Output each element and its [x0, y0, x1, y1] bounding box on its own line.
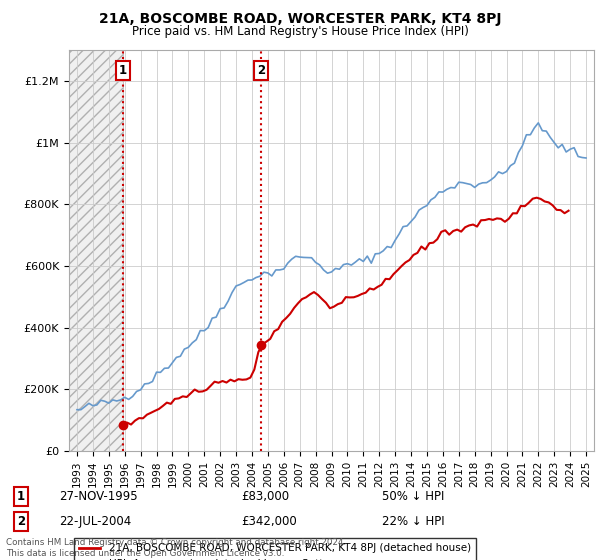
Text: 22-JUL-2004: 22-JUL-2004	[59, 515, 131, 528]
Text: Price paid vs. HM Land Registry's House Price Index (HPI): Price paid vs. HM Land Registry's House …	[131, 25, 469, 38]
Text: £342,000: £342,000	[241, 515, 297, 528]
Text: 50% ↓ HPI: 50% ↓ HPI	[382, 490, 445, 503]
Text: 2: 2	[257, 64, 265, 77]
Text: 1: 1	[119, 64, 127, 77]
Bar	[69, 50, 123, 451]
Text: £83,000: £83,000	[241, 490, 289, 503]
Text: 1: 1	[17, 490, 25, 503]
Text: 2: 2	[17, 515, 25, 528]
Text: 22% ↓ HPI: 22% ↓ HPI	[382, 515, 445, 528]
Text: 21A, BOSCOMBE ROAD, WORCESTER PARK, KT4 8PJ: 21A, BOSCOMBE ROAD, WORCESTER PARK, KT4 …	[99, 12, 501, 26]
Text: Contains HM Land Registry data © Crown copyright and database right 2024.
This d: Contains HM Land Registry data © Crown c…	[6, 538, 346, 558]
Text: 27-NOV-1995: 27-NOV-1995	[59, 490, 137, 503]
Legend: 21A, BOSCOMBE ROAD, WORCESTER PARK, KT4 8PJ (detached house), HPI: Average price: 21A, BOSCOMBE ROAD, WORCESTER PARK, KT4 …	[74, 538, 476, 560]
